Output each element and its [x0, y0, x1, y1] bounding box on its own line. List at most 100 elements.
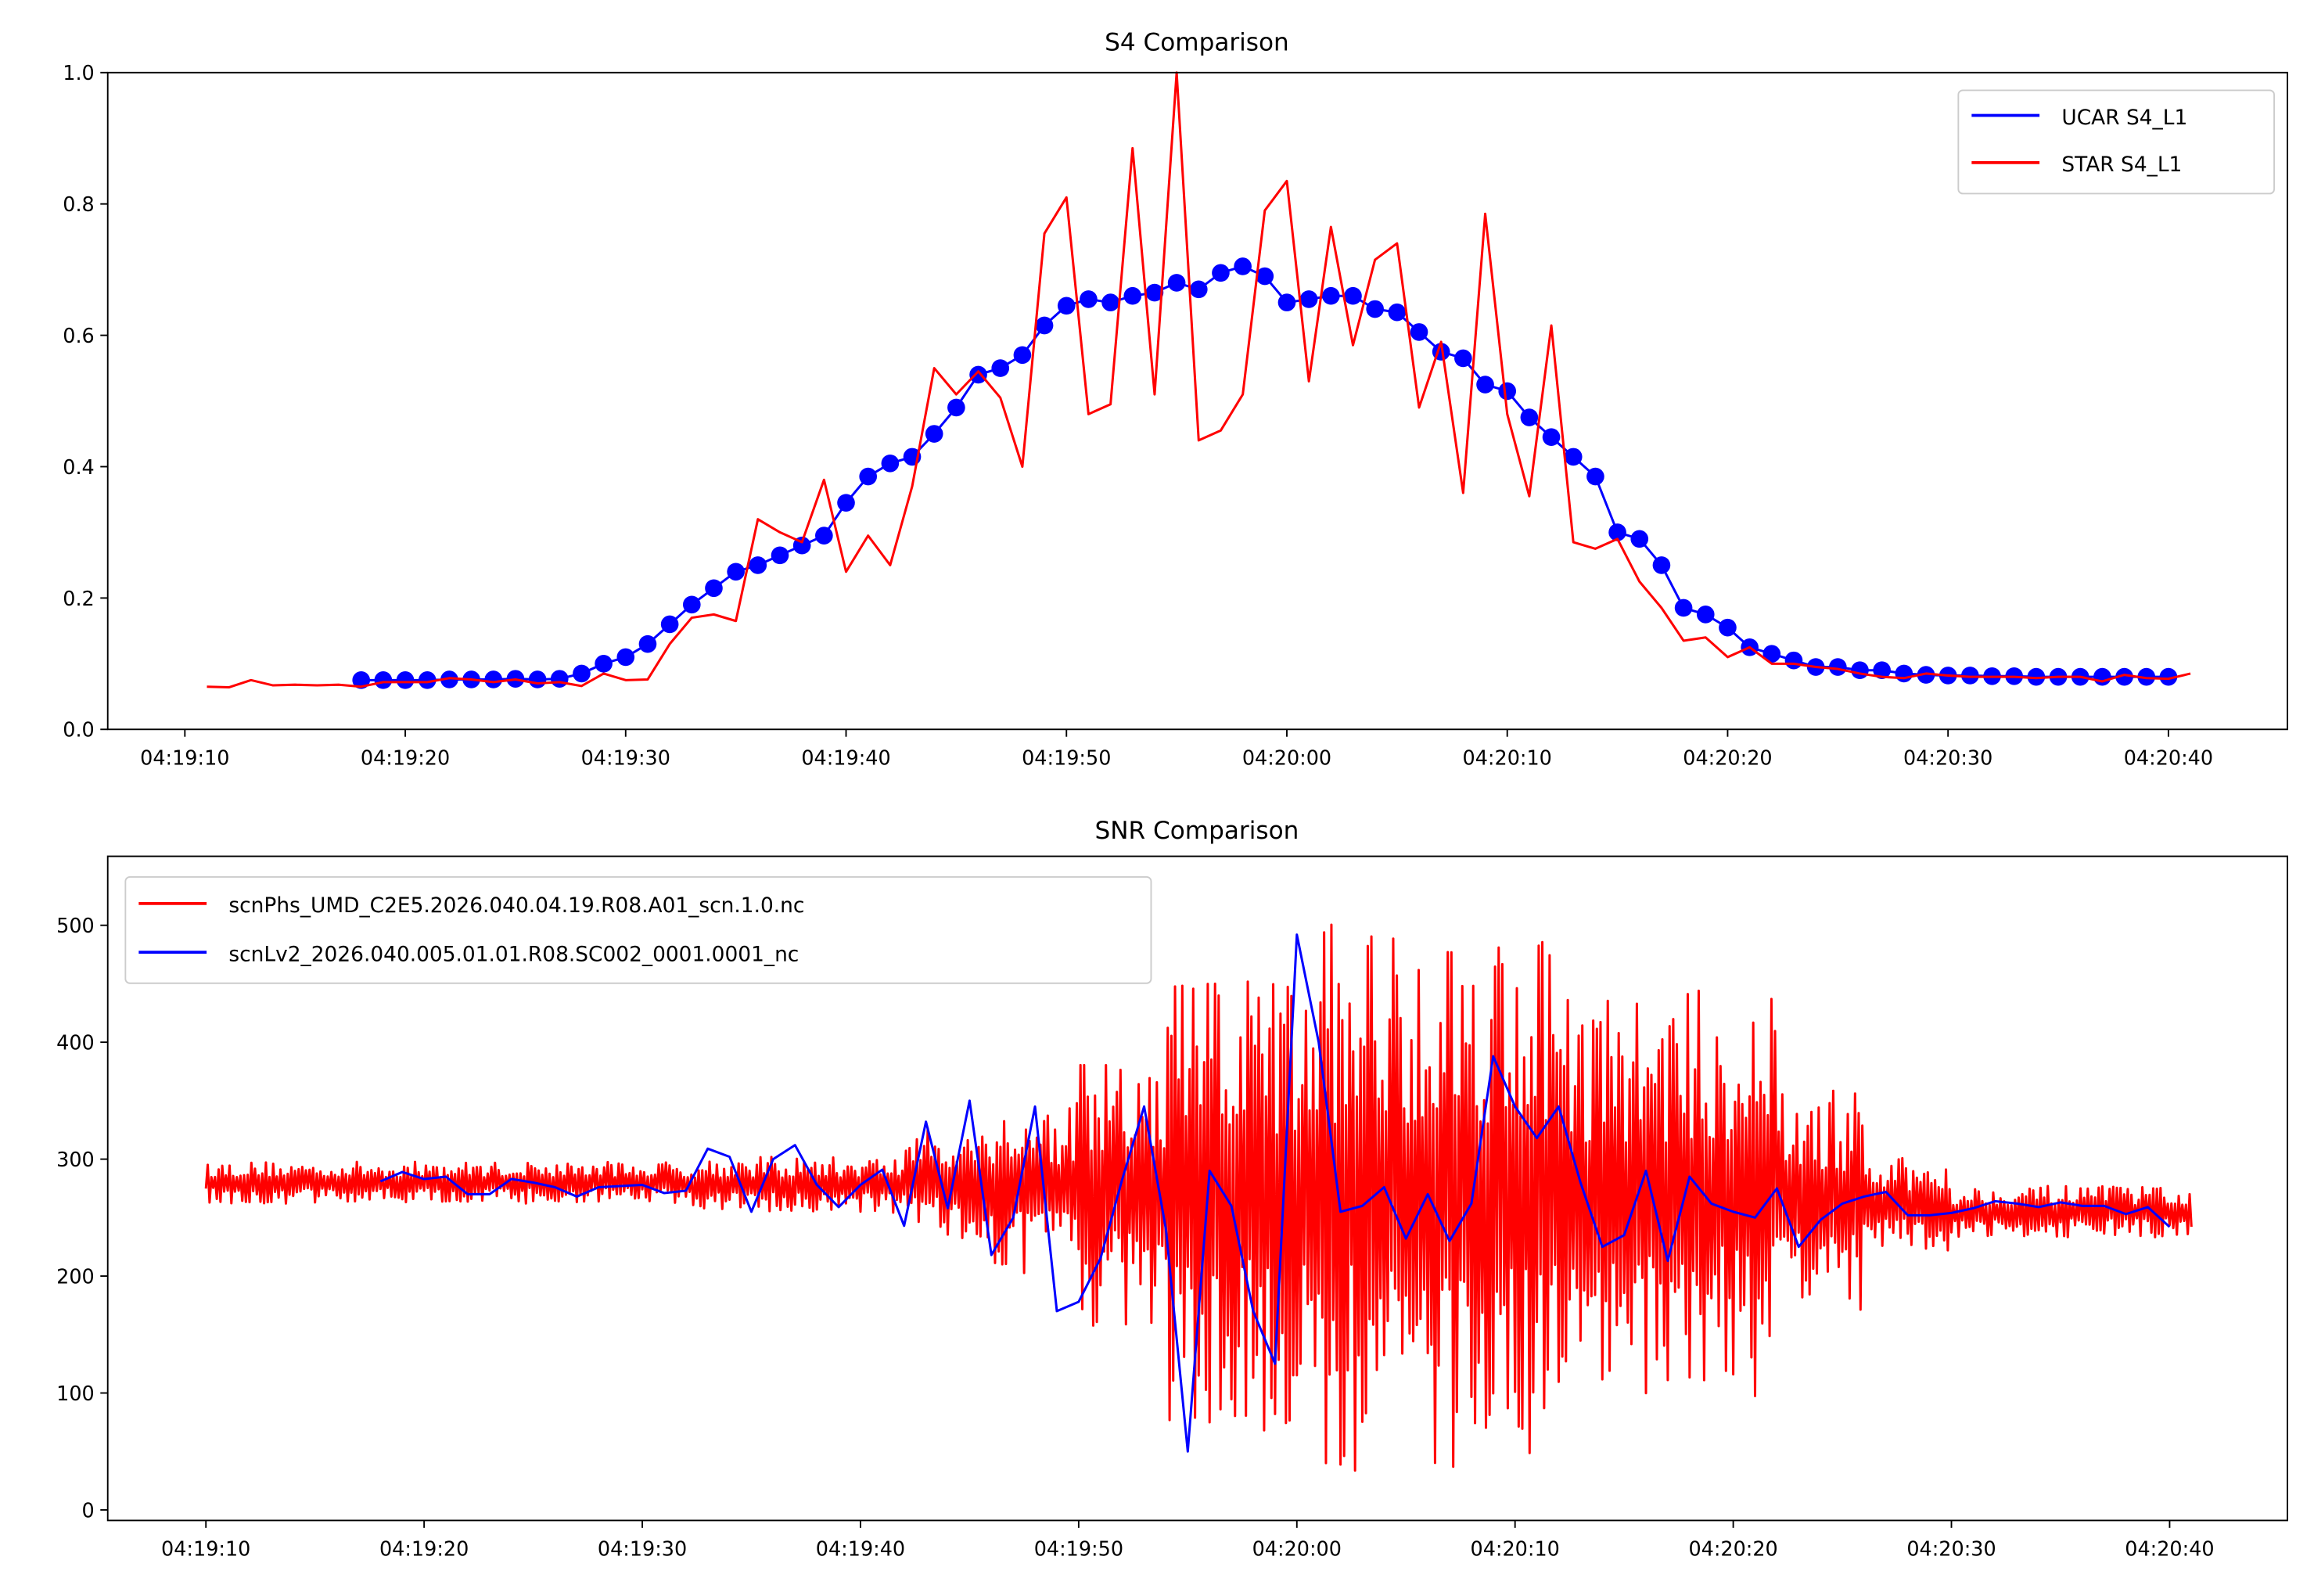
data-point [682, 595, 701, 614]
data-point [1145, 283, 1164, 302]
data-point [1696, 606, 1715, 624]
data-point [2027, 667, 2046, 686]
data-point [1366, 300, 1384, 318]
data-point [1256, 267, 1274, 286]
data-point [947, 398, 965, 417]
x-tick-label: 04:19:50 [1022, 747, 1111, 771]
x-tick-label: 04:20:10 [1471, 1538, 1560, 1562]
data-point [771, 546, 789, 565]
data-point [1277, 293, 1296, 311]
data-point [484, 670, 503, 688]
data-point [1080, 290, 1098, 308]
x-tick-label: 04:20:20 [1688, 1538, 1777, 1562]
snr-comparison-chart: SNR Comparison 04:19:10 04:19:20 04:19:30 0… [56, 817, 2288, 1562]
y-tick-label: 0.8 [63, 193, 94, 217]
data-point [1299, 290, 1318, 308]
y-tick-label: 200 [56, 1265, 95, 1289]
x-tick-label: 04:20:40 [2124, 747, 2213, 771]
data-point [418, 670, 437, 689]
x-tick-label: 04:20:40 [2125, 1538, 2214, 1562]
s4-comparison-chart: S4 Comparison 04:19:10 04:19:20 04:19:30 04… [63, 28, 2288, 771]
y-tick-label: 300 [56, 1148, 95, 1172]
data-point [550, 670, 569, 688]
legend-label-scnphs: scnPhs_UMD_C2E5.2026.040.04.19.R08.A01_s… [228, 893, 804, 918]
data-point [1762, 645, 1781, 663]
data-point [1895, 664, 1913, 683]
data-point [1828, 658, 1847, 676]
x-tick-label: 04:20:30 [1903, 747, 1992, 771]
data-point [2115, 667, 2133, 686]
data-point [1234, 257, 1252, 275]
data-point [2137, 667, 2156, 686]
data-point [1586, 467, 1604, 486]
legend-label-ucar: UCAR S4_L1 [2061, 106, 2187, 130]
chart-title: S4 Comparison [1105, 28, 1289, 56]
data-point [660, 615, 679, 634]
axes-frame [106, 855, 2288, 1522]
data-point [1719, 618, 1737, 637]
x-tick-label: 04:19:40 [816, 1538, 905, 1562]
data-point [749, 556, 767, 574]
y-tick-label: 0.2 [63, 588, 94, 611]
series-line-scnphs-umd-c2e5-2026-040-04-19-r08-a01-scn-1-0-nc [204, 923, 2193, 1472]
data-point [374, 670, 393, 689]
data-point [1322, 286, 1340, 305]
data-point [1454, 349, 1472, 368]
data-point [616, 648, 635, 667]
y-tick-label: 0.6 [63, 325, 94, 348]
data-point [1344, 286, 1362, 305]
data-point [1212, 264, 1230, 282]
data-point [837, 494, 855, 512]
legend-box [124, 875, 1152, 984]
data-point [1917, 666, 1935, 684]
y-tick-label: 100 [56, 1382, 95, 1406]
x-tick-label: 04:19:10 [161, 1538, 250, 1562]
data-point [1057, 297, 1076, 315]
x-tick-label: 04:20:00 [1252, 1538, 1342, 1562]
x-tick-label: 04:19:30 [598, 1538, 687, 1562]
x-tick-label: 04:20:00 [1242, 747, 1331, 771]
data-point [881, 454, 900, 473]
data-point [1674, 598, 1693, 617]
data-point [528, 670, 547, 688]
data-point [1123, 286, 1142, 305]
data-point [1630, 530, 1649, 548]
data-point [396, 670, 415, 689]
series-line-scnlv2-2026-040-005-01-01-r08-sc002-0001-0001-nc [379, 933, 2171, 1453]
x-tick-label: 04:19:30 [581, 747, 670, 771]
data-point [573, 664, 591, 683]
data-point [1542, 428, 1561, 447]
data-point [1101, 293, 1119, 311]
data-point [1520, 408, 1539, 426]
x-tick-label: 04:20:10 [1463, 747, 1552, 771]
y-tick-label: 0.0 [63, 719, 94, 742]
data-point [595, 655, 613, 673]
data-point [1035, 316, 1054, 335]
data-point [1189, 280, 1208, 299]
data-point [1013, 346, 1032, 365]
chart-title: SNR Comparison [1095, 817, 1299, 845]
x-tick-label: 04:19:50 [1034, 1538, 1123, 1562]
data-point [727, 563, 745, 581]
data-point [638, 634, 657, 653]
data-point [352, 670, 371, 689]
y-tick-label: 1.0 [63, 62, 94, 85]
data-point [2159, 667, 2178, 686]
series-line-star-s4-l1 [207, 71, 2191, 689]
legend: scnPhs_UMD_C2E5.2026.040.04.19.R08.A01_s… [124, 875, 1152, 984]
x-tick-label: 04:19:20 [379, 1538, 469, 1562]
data-point [969, 365, 987, 384]
data-point [1564, 448, 1583, 466]
y-tick-label: 400 [56, 1032, 95, 1055]
x-tick-label: 04:19:40 [801, 747, 890, 771]
data-point [1961, 667, 1979, 685]
y-tick-label: 500 [56, 915, 95, 938]
x-tick-label: 04:20:30 [1906, 1538, 1996, 1562]
x-tick-label: 04:19:20 [361, 747, 450, 771]
data-point [2093, 667, 2111, 686]
x-tick-label: 04:20:20 [1683, 747, 1772, 771]
legend: UCAR S4_L1 STAR S4_L1 [1957, 89, 2276, 195]
data-point [815, 527, 833, 545]
data-point [1388, 303, 1407, 322]
